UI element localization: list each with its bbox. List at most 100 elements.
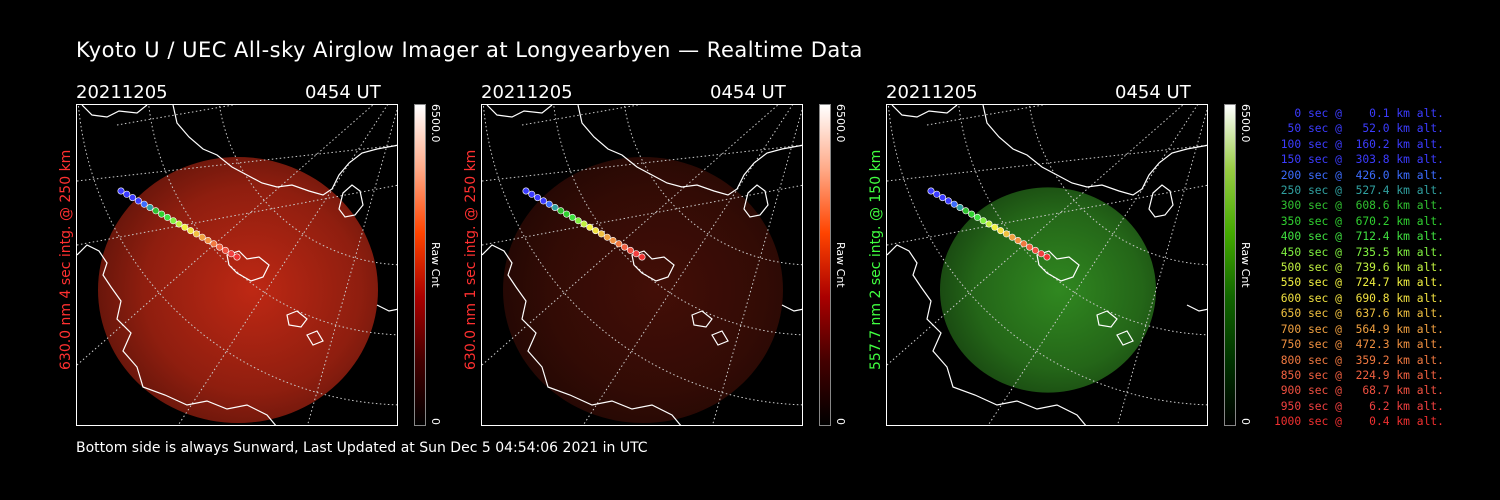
panel-3-colorbar-max: 6500.0 [1239,104,1252,143]
trajectory-point [1020,240,1028,248]
trajectory-point [574,217,582,225]
panel-3-time: 0454 UT [1115,82,1191,103]
footer-note: Bottom side is always Sunward, Last Upda… [76,440,648,456]
legend-item: 450 sec @ 735.5 km alt. [1273,245,1444,259]
coastline [81,105,148,118]
trajectory-point [551,204,559,212]
coastline [781,304,802,312]
legend-item: 650 sec @ 637.6 km alt. [1273,307,1444,321]
meridian-line [482,184,802,246]
trajectory-point [158,210,166,218]
trajectory-point [221,246,229,254]
panel-1-colorbar-min: 0 [429,418,442,425]
coastline [743,184,769,218]
trajectory-point [146,204,154,212]
trajectory-point [181,223,189,231]
trajectory-point [1014,237,1022,245]
trajectory-point [1031,246,1039,254]
legend-item: 850 sec @ 224.9 km alt. [1273,368,1444,382]
meridian-line [926,105,1046,126]
coastline [891,105,958,118]
trajectory-point [163,213,171,221]
panel-3-colorbar-unit: Raw Cnt [1239,242,1252,288]
legend-item: 500 sec @ 739.6 km alt. [1273,261,1444,275]
trajectory-point [979,217,987,225]
trajectory-point [603,233,611,241]
airglow-disc [940,187,1156,393]
trajectory-point [522,187,530,195]
coastline [376,304,397,312]
panel-2-time: 0454 UT [710,82,786,103]
trajectory-point [233,253,241,261]
legend-item: 800 sec @ 359.2 km alt. [1273,353,1444,367]
legend-item: 350 sec @ 670.2 km alt. [1273,214,1444,228]
trajectory-point [175,220,183,228]
coastline [1036,250,1080,282]
trajectory-point [210,240,218,248]
panel-1-colorbar-unit: Raw Cnt [429,242,442,288]
trajectory-point [597,230,605,238]
airglow-disc [503,157,783,423]
trajectory-point [204,237,212,245]
trajectory-point [609,237,617,245]
meridian-line [77,105,374,366]
meridian-line [887,105,1184,366]
trajectory-point [198,233,206,241]
trajectory-point [950,200,958,208]
trajectory-point [933,190,941,198]
trajectory-point [985,220,993,228]
trajectory-point [632,250,640,258]
legend-item: 1000 sec @ 0.4 km alt. [1273,415,1444,429]
coastline [887,244,1087,425]
panel-1-colorbar-max: 6500.0 [429,104,442,143]
legend-item: 300 sec @ 608.6 km alt. [1273,199,1444,213]
trajectory-point [973,213,981,221]
trajectory-point [568,213,576,221]
panel-2-colorbar-min: 0 [834,418,847,425]
legend-item: 100 sec @ 160.2 km alt. [1273,137,1444,151]
trajectory-point [192,230,200,238]
meridian-line [116,105,236,126]
legend-item: 0 sec @ 0.1 km alt. [1273,107,1444,120]
trajectory-point [539,197,547,205]
page-title: Kyoto U / UEC All-sky Airglow Imager at … [76,38,863,62]
trajectory-point [586,223,594,231]
trajectory-point [227,250,235,258]
meridian-line [521,105,641,126]
coastline [711,330,729,346]
trajectory-point [187,227,195,235]
coastline [338,184,364,218]
coastline [77,244,277,425]
panel-3-colorbar [1224,104,1236,426]
meridian-line [77,184,397,246]
coastline [482,244,682,425]
trajectory-point [134,197,142,205]
legend-item: 200 sec @ 426.0 km alt. [1273,168,1444,182]
panel-2-wavelength-label: 630.0 nm 1 sec intg. @ 250 km [463,149,479,370]
trajectory-point [997,227,1005,235]
legend-item: 250 sec @ 527.4 km alt. [1273,184,1444,198]
panel-3-colorbar-min: 0 [1239,418,1252,425]
airglow-disc [98,157,378,423]
legend-item: 750 sec @ 472.3 km alt. [1273,338,1444,352]
coastline [577,105,802,196]
trajectory-point [140,200,148,208]
coastline [226,250,270,282]
altitude-legend: 0 sec @ 0.1 km alt. 50 sec @ 52.0 km alt… [1262,106,1444,430]
meridian-line [307,108,397,425]
coastline [691,310,713,328]
trajectory-point [563,210,571,218]
meridian-line [1117,108,1207,425]
trajectory-point [169,217,177,225]
trajectory-point [1008,233,1016,241]
coastline [1096,310,1118,328]
panel-3-image [886,104,1208,426]
trajectory-point [944,197,952,205]
coastline [1116,330,1134,346]
trajectory-point [152,207,160,215]
legend-item: 150 sec @ 303.8 km alt. [1273,153,1444,167]
trajectory-point [1002,230,1010,238]
trajectory-point [621,243,629,251]
trajectory-point [1026,243,1034,251]
legend-item: 50 sec @ 52.0 km alt. [1273,122,1444,136]
